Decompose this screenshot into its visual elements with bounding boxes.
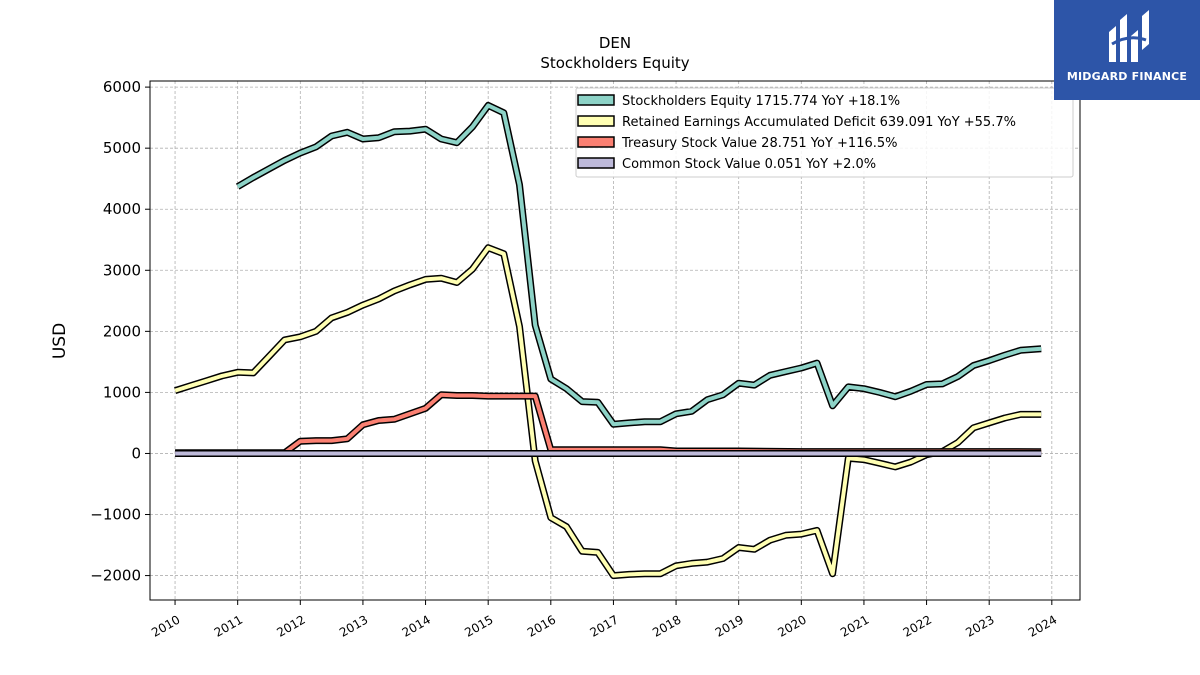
x-tick-label: 2020 bbox=[775, 612, 808, 639]
x-tick-label: 2018 bbox=[650, 612, 683, 639]
brand-mark-icon bbox=[1109, 10, 1149, 62]
x-tick-label: 2015 bbox=[462, 612, 495, 639]
y-tick-label: −1000 bbox=[90, 506, 141, 524]
series-line bbox=[174, 245, 1042, 578]
x-tick-label: 2010 bbox=[149, 612, 182, 639]
y-axis-label: USD bbox=[50, 323, 70, 359]
legend: Stockholders Equity 1715.774 YoY +18.1% R… bbox=[575, 87, 1074, 178]
y-tick-label: 6000 bbox=[103, 78, 141, 96]
y-tick-label: 4000 bbox=[103, 200, 141, 218]
legend-box bbox=[575, 87, 1074, 178]
legend-swatch bbox=[577, 136, 615, 148]
brand-name: MIDGARD FINANCE bbox=[1066, 70, 1188, 83]
x-tick-label: 2017 bbox=[587, 612, 620, 639]
chart-title: DEN bbox=[599, 34, 631, 52]
x-tick-label: 2022 bbox=[901, 612, 934, 639]
y-tick-label: 5000 bbox=[103, 139, 141, 157]
legend-label: Stockholders Equity 1715.774 YoY +18.1% bbox=[622, 94, 900, 109]
series-line bbox=[236, 103, 1042, 427]
x-tick-label: 2011 bbox=[212, 612, 245, 639]
y-tick-label: 0 bbox=[131, 444, 141, 462]
x-tick-label: 2019 bbox=[713, 612, 746, 639]
brand-logo: MIDGARD FINANCE bbox=[1054, 0, 1200, 100]
legend-swatch bbox=[577, 115, 615, 127]
series-lines bbox=[174, 101, 1042, 580]
x-tick-label: 2012 bbox=[274, 612, 307, 639]
x-axis: 2010 2011 2012 2013 2014 2015 2016 2017 2018 2019… bbox=[149, 600, 1059, 640]
legend-label: Common Stock Value 0.051 YoY +2.0% bbox=[622, 157, 876, 172]
x-tick-label: 2021 bbox=[838, 612, 871, 639]
x-tick-label: 2013 bbox=[337, 612, 370, 639]
y-axis: 6000 5000 4000 3000 2000 1000 0 −1000 −2000 bbox=[90, 78, 150, 585]
plot-frame bbox=[149, 80, 1081, 601]
legend-label: Retained Earnings Accumulated Deficit 63… bbox=[622, 115, 1016, 130]
x-tick-label: 2023 bbox=[963, 612, 996, 639]
legend-swatch bbox=[577, 157, 615, 169]
x-tick-label: 2014 bbox=[400, 612, 433, 639]
y-tick-label: 2000 bbox=[103, 322, 141, 340]
y-tick-label: 3000 bbox=[103, 261, 141, 279]
chart-subtitle: Stockholders Equity bbox=[540, 54, 689, 72]
legend-label: Treasury Stock Value 28.751 YoY +116.5% bbox=[621, 136, 898, 151]
series-line-outline bbox=[175, 391, 1042, 457]
x-tick-label: 2016 bbox=[525, 612, 558, 639]
x-tick-label: 2024 bbox=[1026, 612, 1059, 639]
y-tick-label: −2000 bbox=[90, 567, 141, 585]
legend-swatch bbox=[577, 94, 615, 106]
y-tick-label: 1000 bbox=[103, 383, 141, 401]
